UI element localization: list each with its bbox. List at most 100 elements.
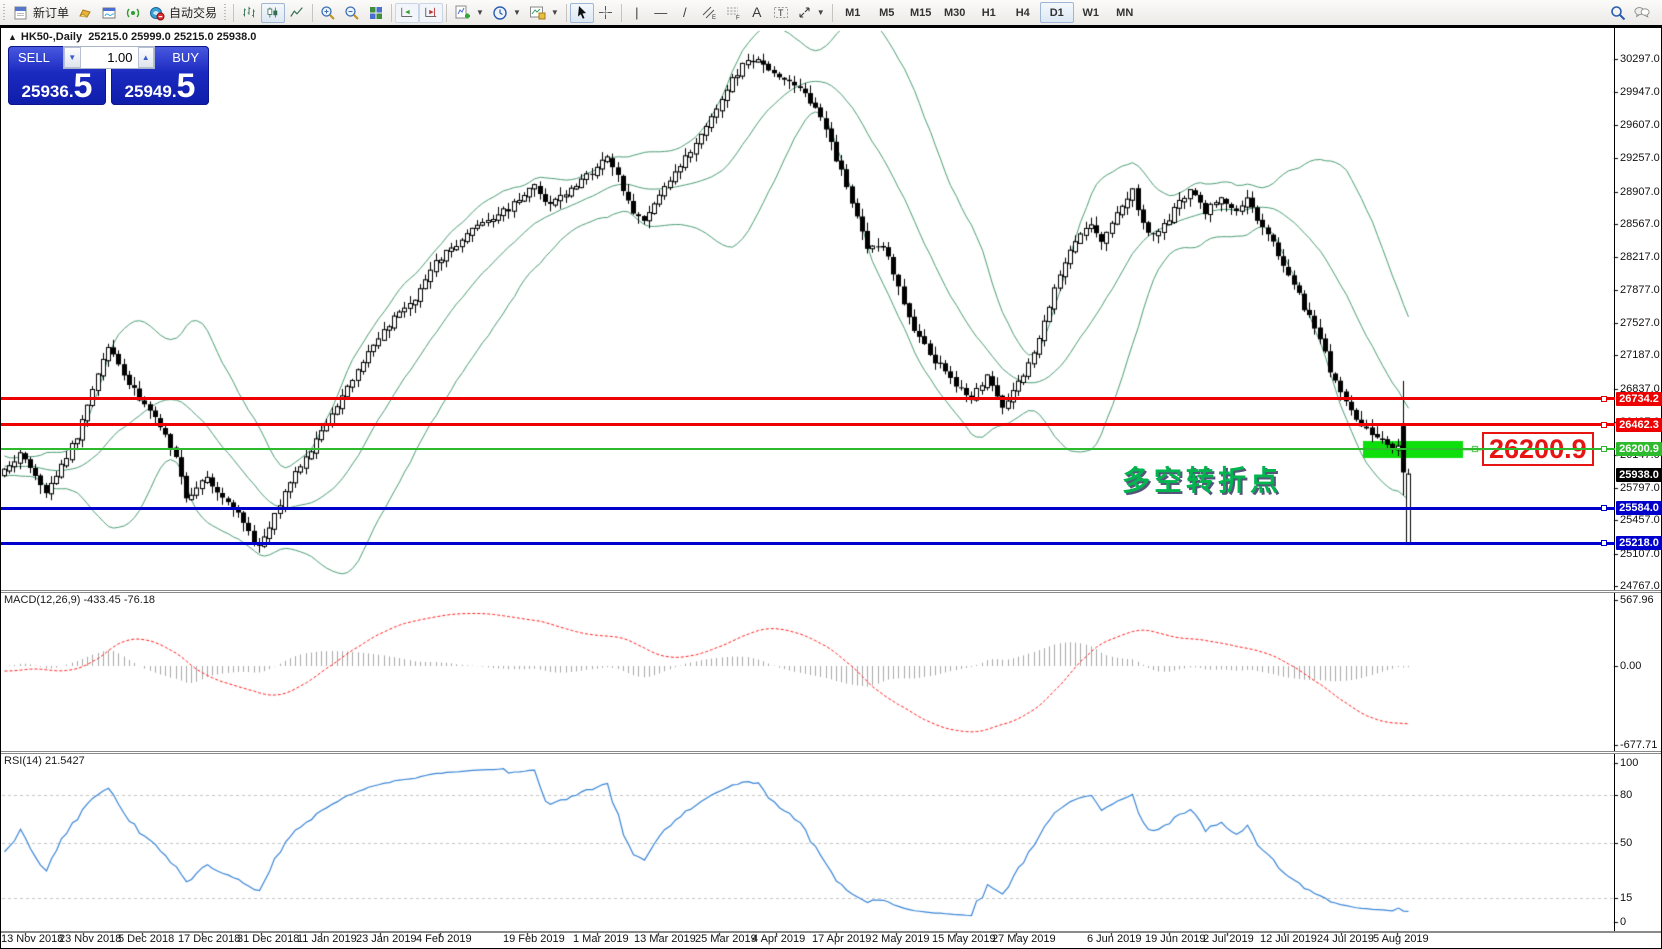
auto-scroll-button[interactable] (395, 2, 420, 23)
svg-text:F: F (736, 16, 740, 21)
zoom-in-button[interactable] (316, 3, 340, 23)
level-line-handle[interactable] (1601, 540, 1607, 547)
cursor-icon (577, 6, 586, 19)
tf-button-H1[interactable]: H1 (981, 6, 996, 19)
buy-button[interactable]: BUY 25949.5 (111, 46, 209, 105)
tf-button-M30[interactable]: M30 (944, 6, 966, 19)
label-tool-button[interactable]: T (769, 3, 793, 23)
toolbar-drag-handle[interactable] (2, 3, 7, 22)
tf-button-H4[interactable]: H4 (1015, 6, 1030, 19)
candlestick-mode-button[interactable] (261, 2, 286, 23)
clock-icon (493, 5, 507, 20)
volume-decrease-button[interactable]: ▼ (64, 47, 81, 68)
templates-button[interactable]: ▼ (525, 3, 563, 23)
auto-trading-label: 自动交易 (169, 6, 218, 20)
date-axis-label: 24 Jul 2019 (1317, 933, 1374, 945)
price-axis-tick: 27527.0 (1620, 317, 1660, 330)
rsi-axis-tick: 0 (1620, 916, 1627, 928)
text-tool-button[interactable]: A (745, 3, 769, 23)
channel-tool-button[interactable]: E (697, 3, 721, 23)
date-axis-label: 25 Mar 2019 (695, 933, 757, 945)
line-chart-mode-button[interactable] (285, 3, 309, 23)
arrows-tool-button[interactable]: ▼ (793, 3, 829, 23)
price-axis-tick: 25457.0 (1620, 514, 1660, 527)
sell-button[interactable]: SELL 25936.5 (8, 46, 106, 105)
line-chart-icon (290, 7, 303, 17)
periods-caret: ▼ (512, 8, 521, 17)
indicators-button[interactable]: ▼ (450, 3, 488, 23)
level-line-handle[interactable] (1601, 446, 1607, 453)
market-watch-button[interactable] (97, 3, 121, 23)
trendline-icon: / (682, 5, 687, 20)
level-line-handle[interactable] (1601, 421, 1607, 428)
turning-point-annotation[interactable]: 多空转折点 (1122, 465, 1283, 496)
price-axis-tick: 24767.0 (1620, 580, 1660, 593)
auto-trading-button[interactable]: 自动交易 (145, 3, 221, 23)
community-button[interactable] (1630, 3, 1654, 23)
chart-shift-button[interactable] (419, 2, 444, 23)
bar-chart-mode-button[interactable] (237, 3, 261, 23)
price-axis-tick: 27877.0 (1620, 283, 1660, 296)
date-axis-label: 6 Jun 2019 (1087, 933, 1142, 945)
horizontal-level-line[interactable] (1, 448, 1615, 451)
price-axis-tick: 28567.0 (1620, 217, 1660, 230)
tile-windows-button[interactable] (364, 3, 388, 23)
styler-button[interactable] (73, 3, 97, 23)
new-order-button[interactable]: 新订单 (9, 3, 73, 23)
volume-input[interactable] (80, 47, 138, 68)
sell-price: 25936.5 (21, 67, 93, 105)
price-axis-line (1614, 28, 1615, 932)
symbol-name: HK50-,Daily (20, 31, 83, 43)
signals-button[interactable] (121, 3, 145, 23)
tf-button-MN[interactable]: MN (1116, 6, 1134, 19)
periods-button[interactable]: ▼ (488, 3, 525, 23)
macd-axis-tick: 0.00 (1620, 660, 1642, 672)
volume-increase-button[interactable]: ▲ (137, 47, 154, 68)
level-line-handle[interactable] (1601, 395, 1607, 402)
toolbar-drag-handle[interactable] (223, 3, 229, 22)
chart-canvas[interactable] (0, 25, 1662, 949)
fibonacci-tool-button[interactable]: F (721, 3, 745, 23)
date-axis-label: 17 Apr 2019 (812, 933, 872, 945)
horizontal-level-line[interactable] (1, 541, 1615, 545)
buy-price: 25949.5 (124, 67, 196, 105)
rsi-value: 21.5427 (44, 755, 85, 767)
macd-axis-tick: -677.71 (1620, 738, 1658, 751)
buy-label: BUY (172, 50, 199, 65)
vertical-line-tool-button[interactable]: | (625, 3, 649, 23)
new-order-label: 新订单 (33, 6, 70, 20)
collapse-arrow-icon[interactable]: ▲ (8, 32, 17, 42)
tf-button-M5[interactable]: M5 (879, 6, 895, 19)
gold-bar-icon (79, 8, 91, 18)
date-axis-label: 15 May 2019 (932, 933, 996, 945)
crosshair-tool-button[interactable] (594, 3, 618, 23)
price-level-badge: 26200.9 (1616, 442, 1662, 457)
macd-label: MACD(12,26,9) -433.45 -76.18 (4, 594, 156, 606)
panel-separator-rsi[interactable] (1, 751, 1661, 754)
one-click-trading-panel: SELL 25936.5 BUY 25949.5 ▼ ▲ (8, 46, 209, 105)
search-button[interactable] (1606, 3, 1630, 23)
date-axis-label: 13 Mar 2019 (634, 933, 696, 945)
date-axis-label: 17 Dec 2018 (178, 933, 241, 945)
level-line-handle[interactable] (1601, 505, 1607, 512)
cursor-tool-button[interactable] (569, 2, 594, 23)
price-level-badge: 26462.3 (1616, 417, 1662, 432)
panel-separator-macd[interactable] (1, 590, 1661, 593)
tf-button-M1[interactable]: M1 (845, 6, 861, 19)
template-icon (529, 6, 546, 19)
tf-button-W1[interactable]: W1 (1082, 6, 1099, 19)
horizontal-line-tool-button[interactable]: — (649, 3, 673, 23)
trendline-tool-button[interactable]: / (673, 3, 697, 23)
horizontal-level-line[interactable] (1, 423, 1615, 427)
volume-box: ▼ ▲ (63, 46, 155, 69)
tf-button-D1[interactable]: D1 (1039, 2, 1074, 23)
tf-button-M15[interactable]: M15 (910, 6, 932, 19)
templates-caret: ▼ (550, 8, 559, 17)
crosshair-icon (599, 6, 613, 19)
search-icon (1611, 5, 1626, 20)
horizontal-level-line[interactable] (1, 397, 1615, 401)
horizontal-level-line[interactable] (1, 506, 1615, 510)
auto-scroll-icon (401, 7, 413, 17)
zoom-out-button[interactable] (340, 3, 364, 23)
